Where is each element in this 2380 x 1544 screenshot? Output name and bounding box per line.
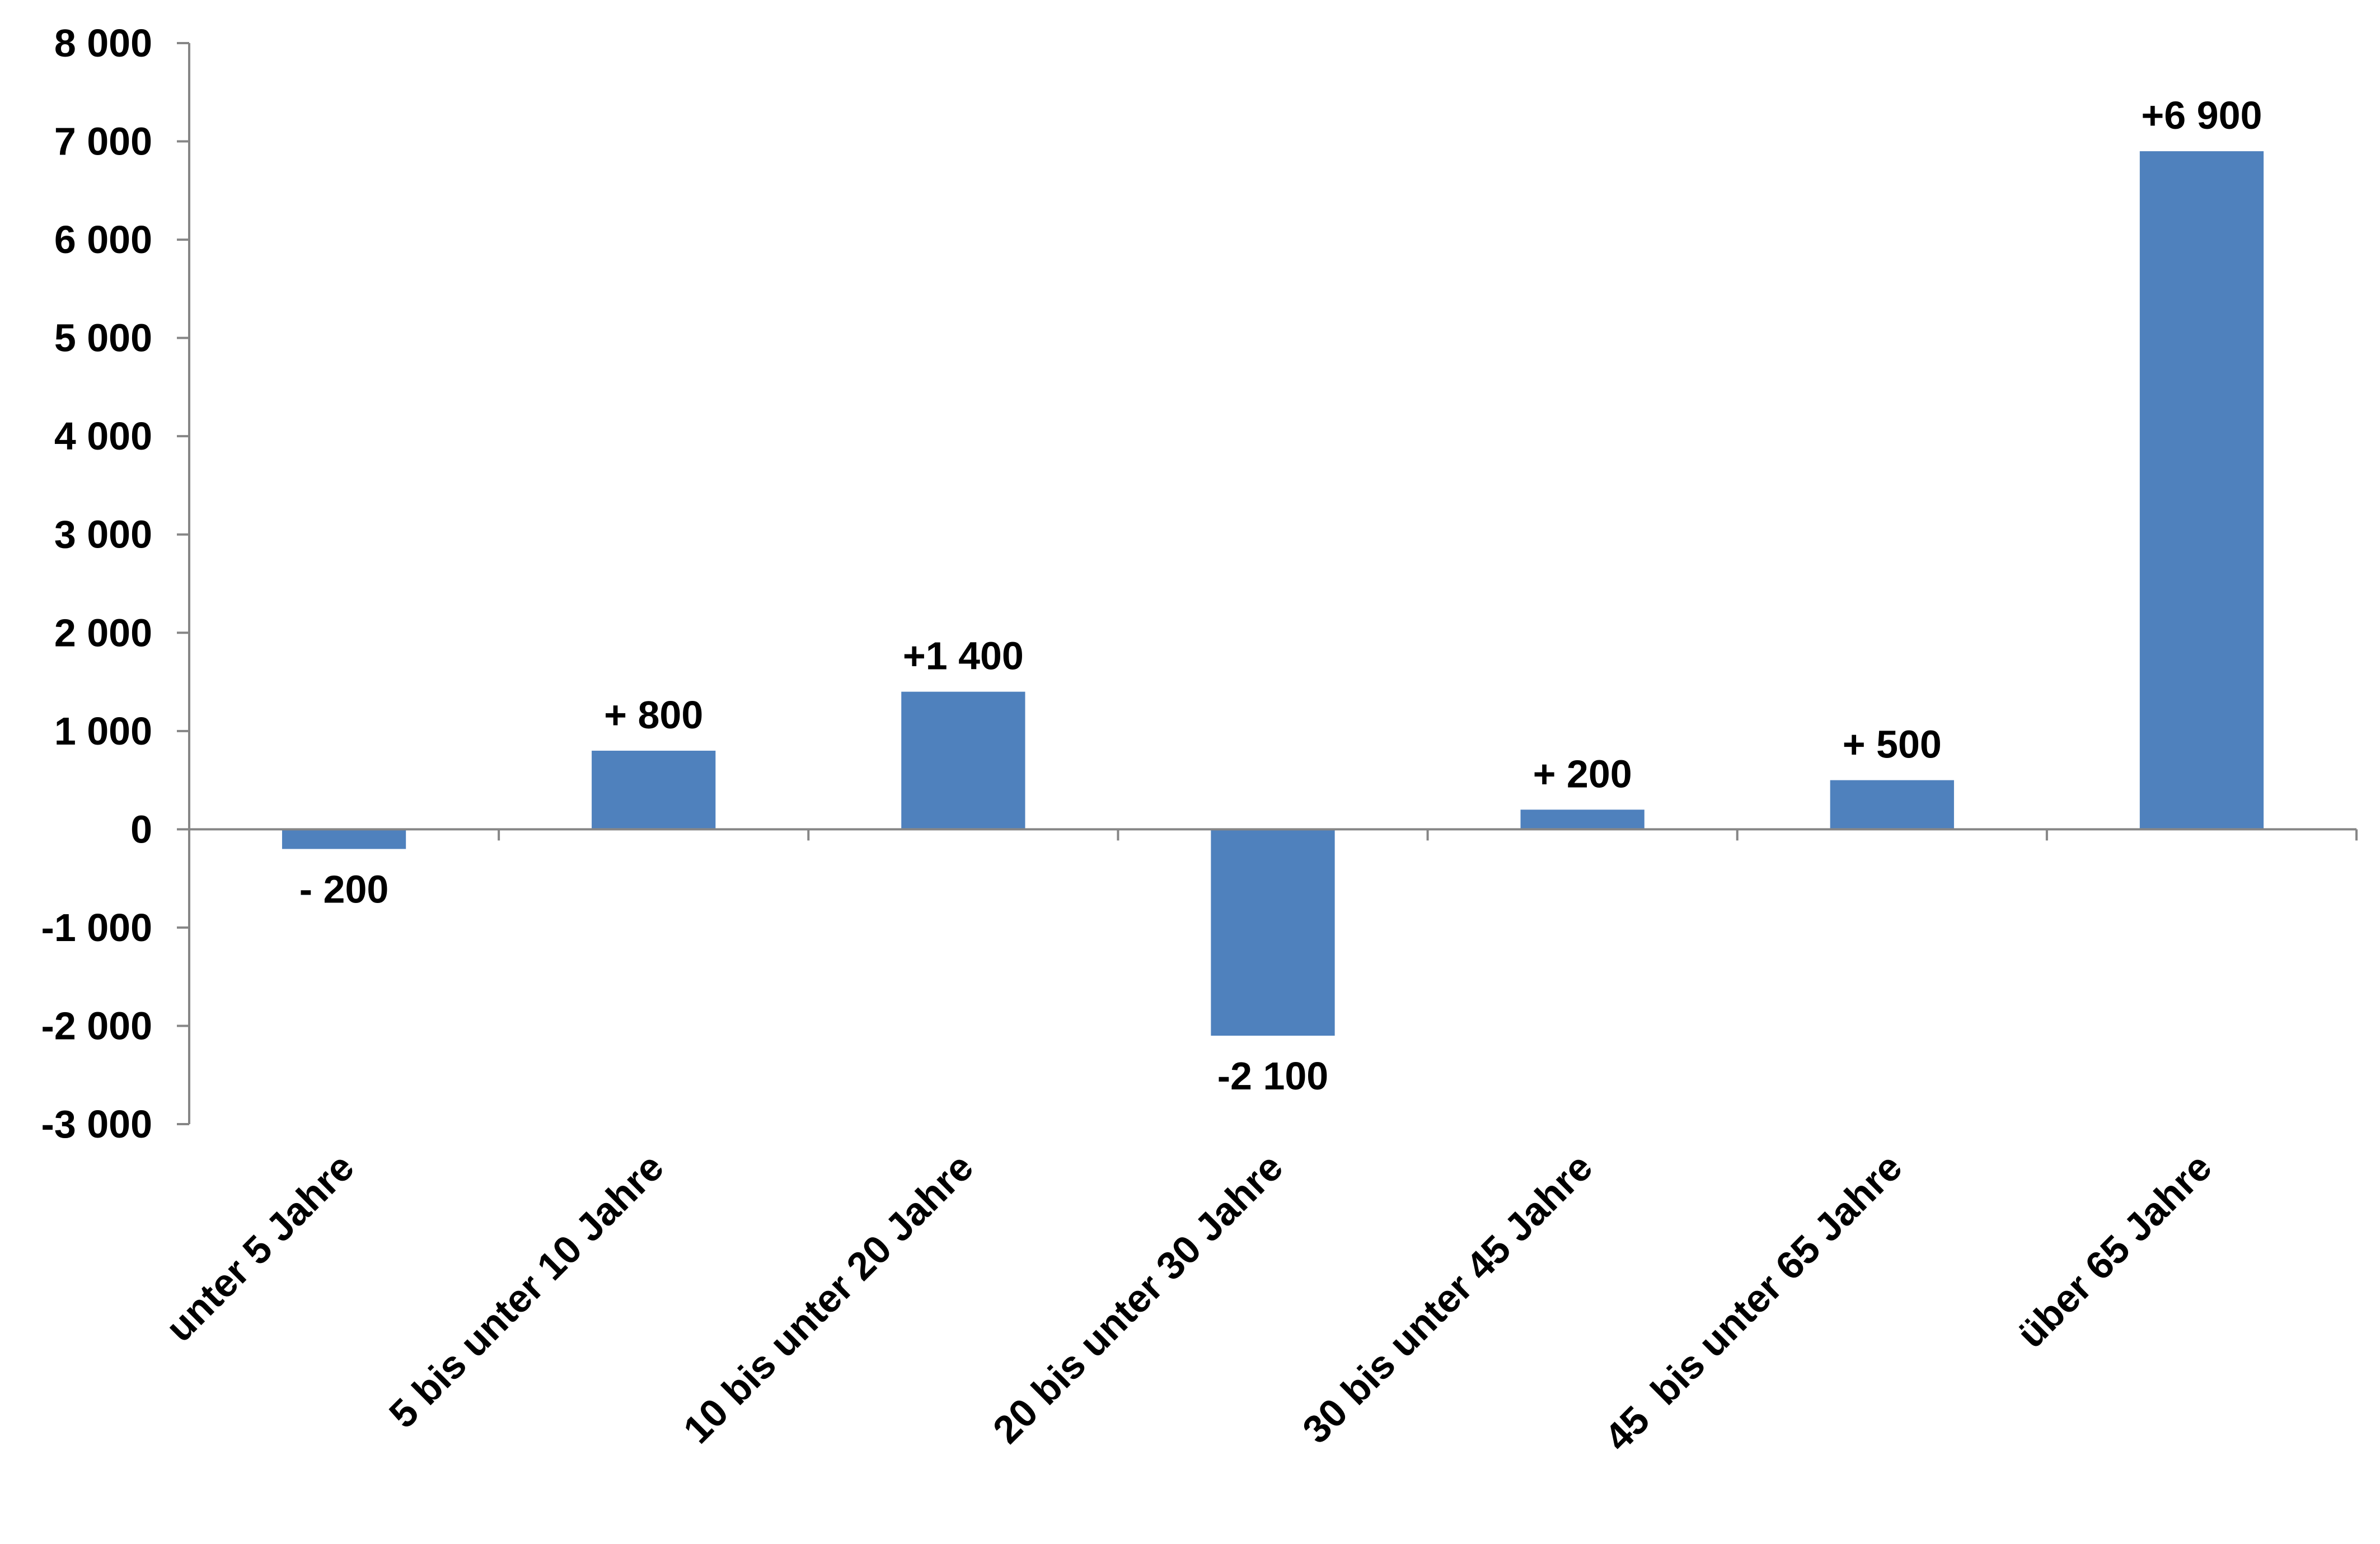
bar — [2139, 151, 2264, 830]
data-label: -2 100 — [1217, 1054, 1328, 1098]
x-category-label: über 65 Jahre — [2009, 1145, 2220, 1356]
y-tick-label: -3 000 — [41, 1102, 152, 1146]
y-tick-label: -2 000 — [41, 1004, 152, 1047]
bar — [282, 829, 406, 849]
x-category-label: 45 bis unter 65 Jahre — [1596, 1145, 1910, 1459]
bar — [901, 691, 1025, 830]
y-tick-label: 5 000 — [54, 316, 152, 360]
data-label: + 200 — [1533, 752, 1632, 796]
y-tick-label: 8 000 — [54, 21, 152, 65]
y-tick-label: 3 000 — [54, 513, 152, 556]
data-label: - 200 — [299, 867, 389, 911]
x-category-label: 30 bis unter 45 Jahre — [1294, 1145, 1601, 1452]
y-axis: 8 000 7 000 6 000 5 000 4 000 3 000 2 000 1 000… — [41, 21, 190, 1146]
x-category-label: 20 bis unter 30 Jahre — [985, 1145, 1291, 1452]
y-tick-label: 2 000 — [54, 611, 152, 654]
y-tick-label: 7 000 — [54, 120, 152, 163]
y-tick-label: 4 000 — [54, 414, 152, 458]
y-tick-label: 6 000 — [54, 218, 152, 261]
data-label: +6 900 — [2141, 93, 2262, 137]
data-label: + 800 — [604, 693, 703, 737]
bar — [1211, 829, 1335, 1036]
bar — [1830, 780, 1954, 830]
y-tick-label: -1 000 — [41, 906, 152, 949]
bars — [282, 151, 2264, 1036]
data-label: + 500 — [1843, 723, 1942, 766]
y-tick-label: 0 — [130, 807, 152, 851]
data-labels: - 200 + 800 +1 400 -2 100 + 200 + 500 +6 900 — [299, 93, 2262, 1098]
x-category-label: 5 bis unter 10 Jahre — [381, 1145, 672, 1436]
bar — [1520, 810, 1645, 830]
x-category-label: unter 5 Jahre — [157, 1145, 362, 1350]
y-tick-label: 1 000 — [54, 709, 152, 753]
data-label: +1 400 — [903, 634, 1024, 678]
x-category-label: 10 bis unter 20 Jahre — [675, 1145, 982, 1452]
bar — [592, 750, 716, 830]
